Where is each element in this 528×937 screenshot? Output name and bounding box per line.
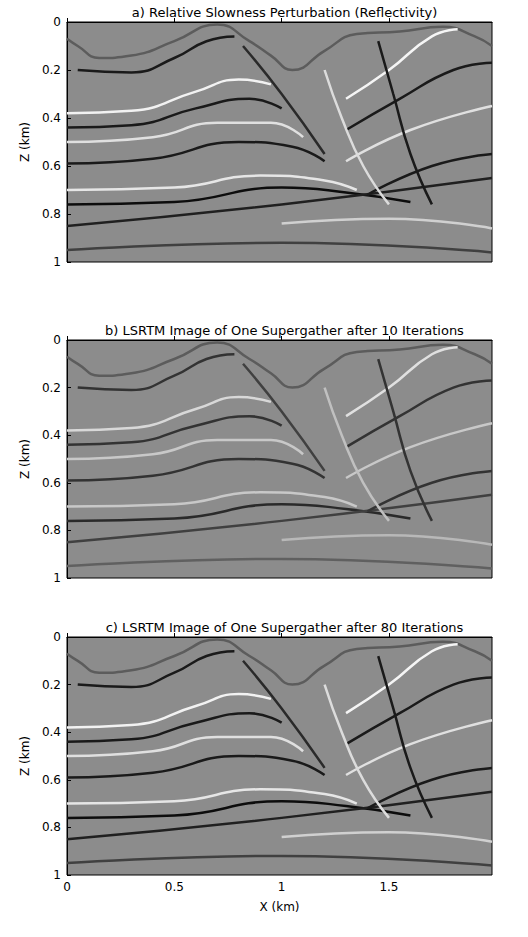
svg-text:a) Relative Slowness Perturbat: a) Relative Slowness Perturbation (Refle… [132, 5, 437, 20]
svg-text:0.8: 0.8 [42, 820, 61, 834]
svg-text:b) LSRTM Image of One Supergat: b) LSRTM Image of One Supergather after … [105, 323, 464, 338]
svg-text:0.4: 0.4 [42, 725, 61, 739]
svg-text:0.2: 0.2 [42, 381, 61, 395]
svg-text:0.8: 0.8 [42, 523, 61, 537]
svg-text:0.6: 0.6 [42, 159, 61, 173]
svg-text:0.5: 0.5 [165, 880, 184, 894]
svg-text:0.6: 0.6 [42, 773, 61, 787]
svg-text:1: 1 [53, 255, 61, 269]
svg-text:0.2: 0.2 [42, 678, 61, 692]
svg-text:0.6: 0.6 [42, 476, 61, 490]
svg-text:Z (km): Z (km) [18, 736, 32, 776]
svg-text:0.2: 0.2 [42, 63, 61, 77]
svg-text:1: 1 [53, 571, 61, 585]
svg-text:0.4: 0.4 [42, 111, 61, 125]
svg-text:0: 0 [53, 15, 61, 29]
svg-text:Z (km): Z (km) [18, 122, 32, 162]
svg-text:0.8: 0.8 [42, 207, 61, 221]
svg-text:0: 0 [53, 630, 61, 644]
svg-text:0: 0 [63, 880, 71, 894]
svg-text:1: 1 [278, 880, 286, 894]
svg-text:0.4: 0.4 [42, 428, 61, 442]
svg-text:1.5: 1.5 [379, 880, 398, 894]
svg-text:c) LSRTM Image of One Supergat: c) LSRTM Image of One Supergather after … [106, 620, 464, 635]
svg-text:1: 1 [53, 868, 61, 882]
svg-text:Z (km): Z (km) [18, 439, 32, 479]
svg-text:X (km): X (km) [259, 900, 299, 914]
svg-text:0: 0 [53, 333, 61, 347]
